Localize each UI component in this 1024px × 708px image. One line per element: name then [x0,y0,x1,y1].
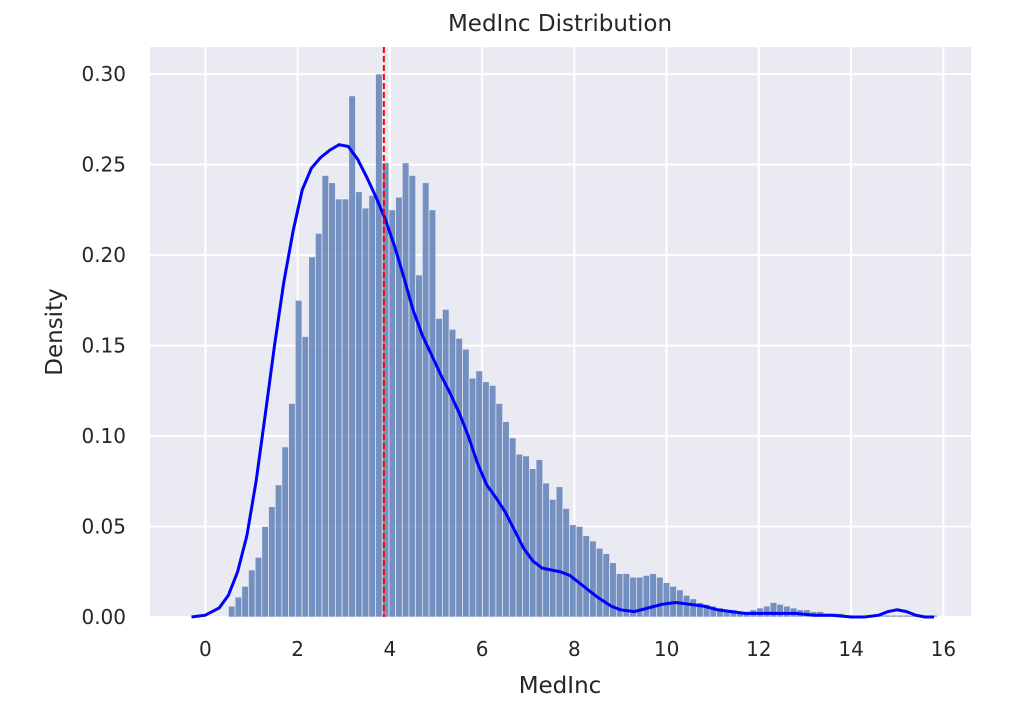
histogram-bars [228,73,938,618]
histogram-bar [261,526,269,618]
histogram-bar [442,309,450,618]
histogram-bar [475,370,483,618]
histogram-bar [582,535,590,618]
x-tick-label: 16 [931,637,956,661]
x-tick-label: 2 [291,637,304,661]
histogram-bar [495,403,503,618]
histogram-bar [903,614,911,618]
histogram-bar [341,198,350,618]
histogram-bar [535,459,544,618]
histogram-bar [682,594,691,618]
histogram-bar [268,506,276,618]
histogram-bar [529,468,537,618]
histogram-bar [315,233,323,618]
histogram-bar [428,209,437,618]
histogram-bar [575,526,584,618]
histogram-bar [569,524,577,618]
histogram-bar [281,446,289,618]
histogram-bar [642,575,651,618]
histogram-bar [662,582,671,618]
histogram-bar [656,576,664,618]
histogram-bar [542,482,550,618]
y-tick-label: 0.00 [81,605,126,629]
histogram-bar [301,336,310,618]
histogram-bar [522,455,530,618]
histogram-bar [776,603,784,618]
histogram-bar [348,95,356,618]
y-tick-label: 0.25 [81,153,126,177]
histogram-bar [308,256,316,618]
y-tick-label: 0.20 [81,243,126,267]
histogram-bar [896,614,905,618]
histogram-bar [361,207,370,618]
histogram-bar [401,162,410,618]
x-tick-label: 14 [838,637,863,661]
histogram-bar [562,508,570,618]
histogram-bar [488,385,497,618]
histogram-bar [455,337,463,618]
x-tick-label: 12 [746,637,771,661]
histogram-bar [689,598,697,618]
histogram-bar [763,605,771,618]
histogram-bar [274,484,283,618]
y-tick-label: 0.05 [81,515,126,539]
histogram-bar [328,182,336,618]
x-axis-title: MedInc [519,673,602,699]
histogram-bar [321,175,330,618]
histogram-bar [883,614,891,618]
histogram-bar [890,614,898,618]
x-tick-labels: 0 2 4 6 8 10 12 14 16 [199,637,956,661]
histogram-bar [254,556,263,618]
histogram-bar [448,328,457,618]
histogram-bar [549,499,557,618]
histogram-bar [468,377,477,618]
histogram-bar [649,573,657,618]
chart-title: MedInc Distribution [448,11,672,37]
histogram-bar [288,403,296,618]
histogram-bar [388,209,396,618]
histogram-bar [248,569,256,618]
histogram-bar [228,605,236,618]
histogram-bar [462,348,470,618]
histogram-bar [408,175,417,618]
y-axis-title: Density [42,288,68,375]
histogram-bar [355,191,363,618]
histogram-bar [482,381,490,618]
histogram-bar [375,73,383,618]
histogram-bar [595,547,604,618]
histogram-bar [368,195,376,618]
x-tick-label: 6 [476,637,489,661]
histogram-bar [241,585,249,618]
x-tick-label: 8 [568,637,581,661]
histogram-bar [783,605,791,618]
histogram-bar [555,486,564,618]
histogram-bar [335,198,343,618]
kde-curve [191,143,935,619]
x-tick-label: 0 [199,637,212,661]
histogram-bar [234,596,243,618]
y-tick-label: 0.30 [81,62,126,86]
histogram-bar [422,182,430,618]
y-tick-label: 0.10 [81,424,126,448]
histogram-bar [294,299,303,618]
histogram-bar [589,540,597,618]
y-tick-labels: 0.00 0.05 0.10 0.15 0.20 0.25 0.30 [81,62,126,629]
y-tick-label: 0.15 [81,334,126,358]
x-tick-label: 4 [383,637,396,661]
x-tick-label: 10 [654,637,679,661]
histogram-bar [602,553,610,618]
